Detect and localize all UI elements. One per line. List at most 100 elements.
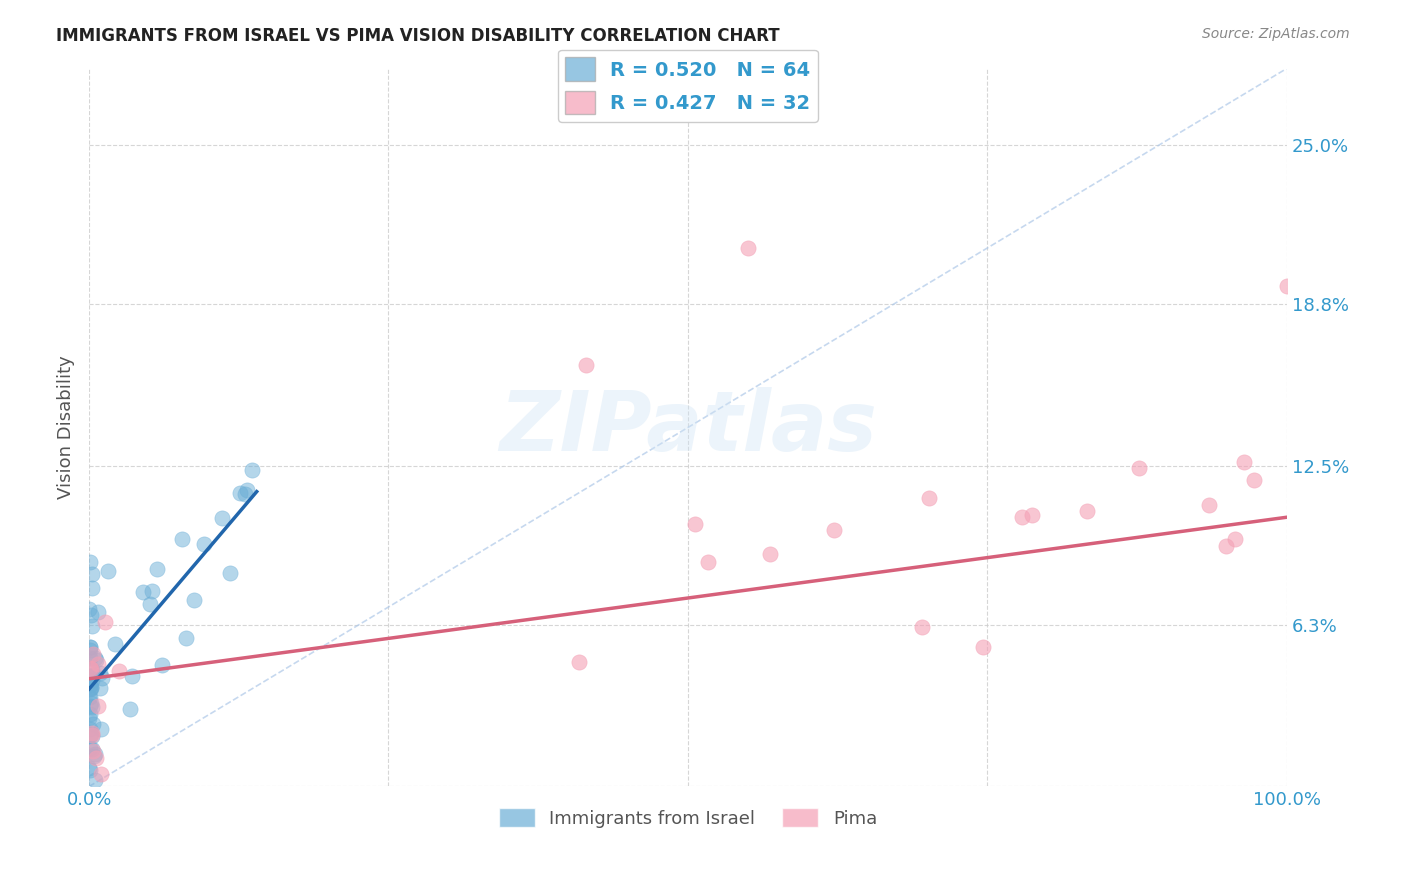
Legend: Immigrants from Israel, Pima: Immigrants from Israel, Pima xyxy=(492,801,884,835)
Point xyxy=(82,699,104,714)
Point xyxy=(79,555,101,569)
Point xyxy=(145,562,167,576)
Point xyxy=(1215,539,1237,553)
Point xyxy=(80,681,103,696)
Point xyxy=(80,662,103,676)
Point xyxy=(79,678,101,692)
Point xyxy=(84,772,107,787)
Point xyxy=(697,555,720,569)
Point xyxy=(90,723,112,737)
Point xyxy=(1275,279,1298,293)
Point xyxy=(77,669,100,683)
Point xyxy=(80,680,103,694)
Text: ZIPatlas: ZIPatlas xyxy=(499,387,877,468)
Point xyxy=(79,707,101,722)
Point xyxy=(79,761,101,775)
Point xyxy=(79,651,101,665)
Point xyxy=(170,533,193,547)
Point xyxy=(83,747,105,762)
Point xyxy=(138,598,160,612)
Point xyxy=(79,740,101,755)
Point xyxy=(685,517,707,532)
Point xyxy=(80,664,103,678)
Point xyxy=(79,690,101,704)
Point xyxy=(94,615,117,629)
Point xyxy=(121,668,143,682)
Point xyxy=(82,717,104,731)
Point xyxy=(80,727,103,741)
Point xyxy=(79,660,101,674)
Point xyxy=(82,582,104,596)
Point xyxy=(77,670,100,684)
Point xyxy=(150,657,173,672)
Point xyxy=(1011,510,1033,524)
Point xyxy=(211,510,233,524)
Point xyxy=(911,619,934,633)
Point xyxy=(82,619,104,633)
Point xyxy=(80,696,103,710)
Point xyxy=(83,749,105,764)
Point xyxy=(1225,533,1247,547)
Point xyxy=(1021,508,1043,522)
Point xyxy=(90,767,112,781)
Point xyxy=(82,744,104,758)
Point xyxy=(823,523,845,537)
Point xyxy=(79,728,101,742)
Point xyxy=(79,723,101,737)
Point xyxy=(82,647,104,661)
Point xyxy=(77,711,100,725)
Point xyxy=(240,463,263,477)
Point xyxy=(84,750,107,764)
Point xyxy=(759,547,782,561)
Point xyxy=(82,725,104,739)
Point xyxy=(84,650,107,665)
Point xyxy=(80,728,103,742)
Point xyxy=(1233,455,1256,469)
Point xyxy=(80,742,103,756)
Point xyxy=(219,566,242,580)
Point xyxy=(193,537,215,551)
Point xyxy=(79,698,101,713)
Point xyxy=(82,668,104,682)
Point xyxy=(972,640,994,654)
Point xyxy=(90,671,112,685)
Point xyxy=(104,637,127,651)
Point xyxy=(174,631,197,645)
Point xyxy=(183,593,205,607)
Point xyxy=(79,763,101,777)
Point xyxy=(89,665,111,680)
Point xyxy=(80,607,103,622)
Point xyxy=(568,655,591,669)
Point xyxy=(79,640,101,654)
Point xyxy=(84,653,107,667)
Point xyxy=(118,702,141,716)
Point xyxy=(79,682,101,697)
Point xyxy=(79,643,101,657)
Point xyxy=(97,564,120,578)
Point xyxy=(229,486,252,500)
Point xyxy=(82,673,104,687)
Point xyxy=(79,640,101,654)
Point xyxy=(86,605,108,619)
Point xyxy=(87,657,110,671)
Point xyxy=(132,584,155,599)
Point xyxy=(918,491,941,505)
Point xyxy=(1198,498,1220,512)
Point xyxy=(1243,473,1265,487)
Text: Source: ZipAtlas.com: Source: ZipAtlas.com xyxy=(1202,27,1350,41)
Point xyxy=(87,699,110,714)
Point xyxy=(79,690,101,705)
Point xyxy=(82,729,104,743)
Point xyxy=(1128,460,1150,475)
Point xyxy=(89,681,111,696)
Point xyxy=(141,584,163,599)
Point xyxy=(1076,504,1098,518)
Point xyxy=(574,358,596,372)
Text: IMMIGRANTS FROM ISRAEL VS PIMA VISION DISABILITY CORRELATION CHART: IMMIGRANTS FROM ISRAEL VS PIMA VISION DI… xyxy=(56,27,780,45)
Point xyxy=(737,241,759,255)
Point xyxy=(79,602,101,616)
Y-axis label: Vision Disability: Vision Disability xyxy=(58,356,75,500)
Point xyxy=(236,483,259,497)
Point xyxy=(233,487,256,501)
Point xyxy=(108,664,131,678)
